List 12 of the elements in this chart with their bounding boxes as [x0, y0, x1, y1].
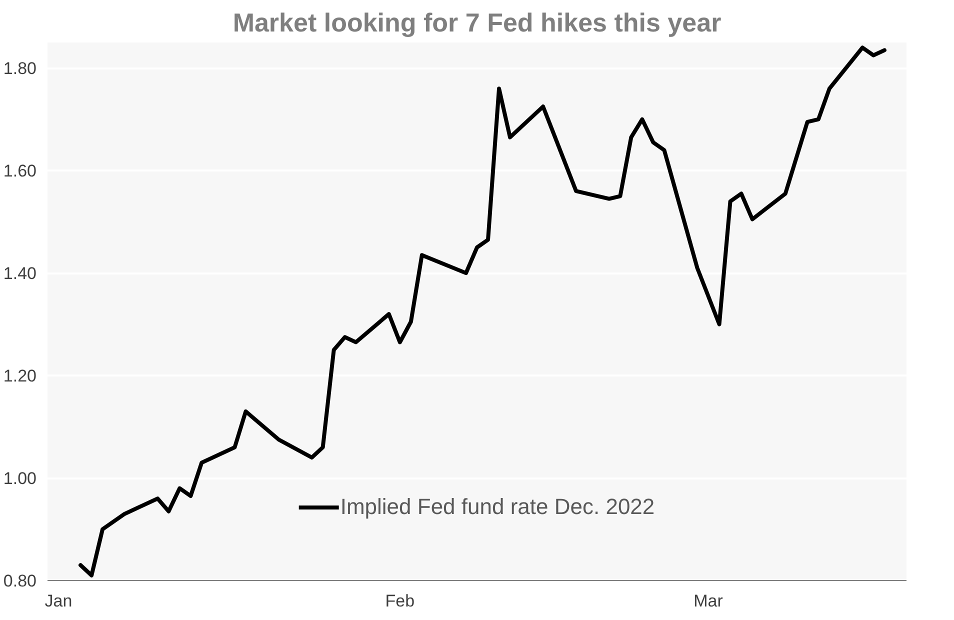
y-tick-label: 1.80 — [3, 59, 37, 78]
x-tick-label: Feb — [385, 592, 415, 610]
line-series — [78, 46, 886, 578]
legend-label: Implied Fed fund rate Dec. 2022 — [340, 494, 655, 520]
x-tick-label: Mar — [694, 592, 724, 610]
y-tick-label: 1.40 — [3, 264, 37, 284]
y-tick-label: 1.60 — [3, 162, 37, 181]
y-tick-label: 0.80 — [3, 572, 37, 590]
y-tick-label: 1.20 — [3, 366, 37, 386]
x-tick-label: Jan — [44, 592, 72, 610]
chart-title: Market looking for 7 Fed hikes this year — [232, 8, 722, 38]
y-tick-label: 1.00 — [3, 469, 37, 488]
